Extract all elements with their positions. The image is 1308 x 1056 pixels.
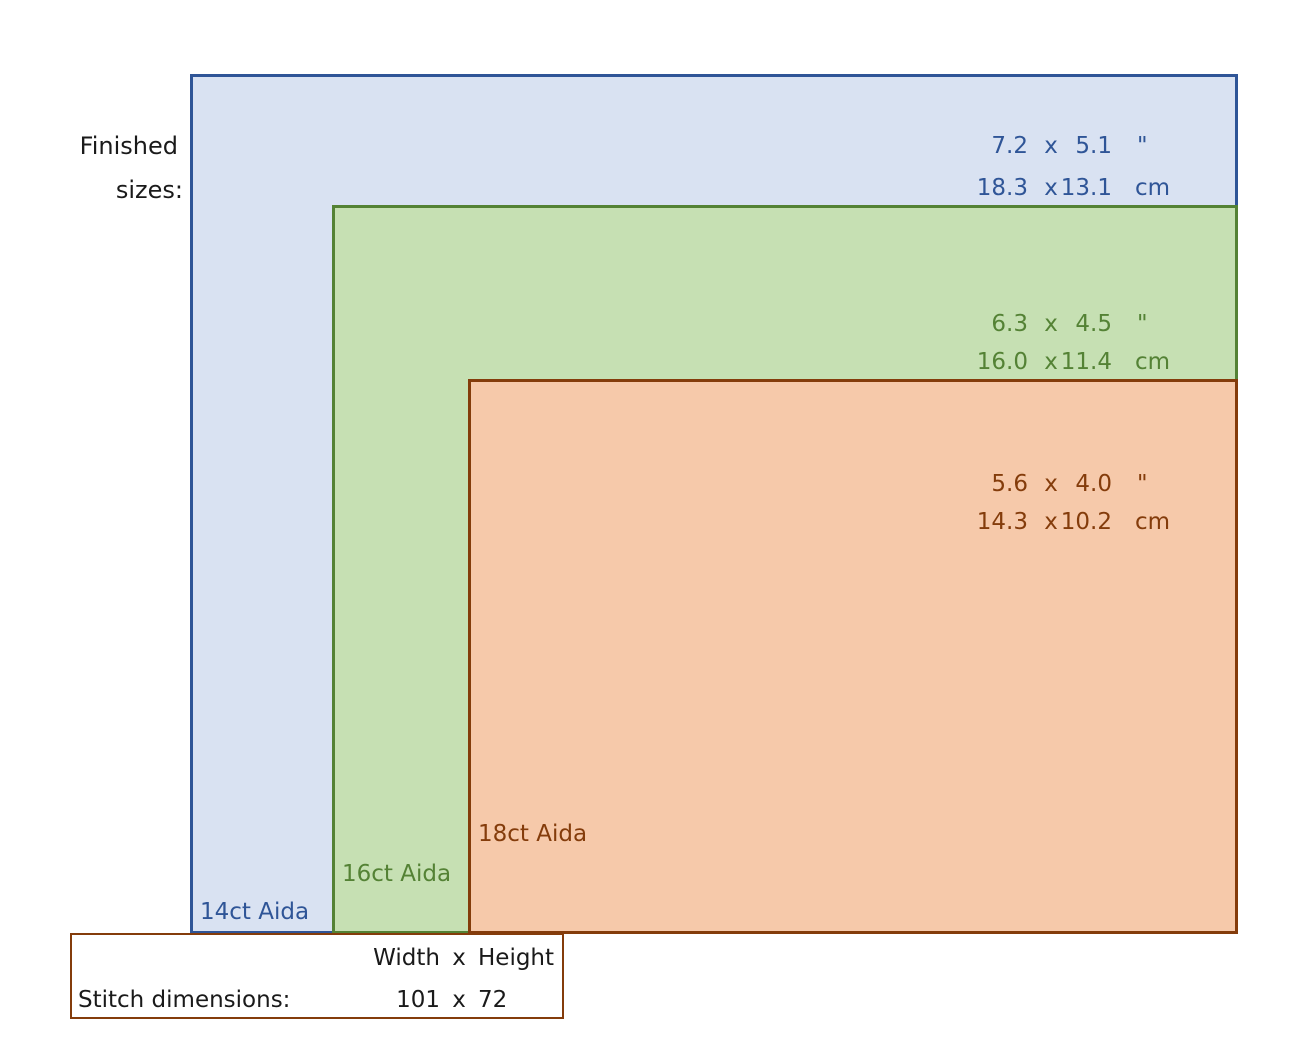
stitch-width-value: 101 <box>396 987 440 1013</box>
stitch-dimensions-box: Width x Height Stitch dimensions: 101 x … <box>70 933 564 1019</box>
stitch-dimensions-label: Stitch dimensions: <box>78 987 291 1013</box>
aida-14ct-label: 14ct Aida <box>200 899 310 925</box>
stitch-header-x: x <box>452 945 466 971</box>
finished-label-line1: Finished <box>79 132 178 160</box>
finished-label-line2: sizes: <box>115 176 183 204</box>
stitch-header-width: Width <box>373 945 440 971</box>
aida-16ct-label: 16ct Aida <box>342 861 452 887</box>
aida-18ct-area <box>468 379 1238 934</box>
stitch-header-height: Height <box>478 945 555 971</box>
aida-18ct-label: 18ct Aida <box>478 821 588 847</box>
stitch-x: x <box>452 987 466 1013</box>
stitch-height-value: 72 <box>478 987 508 1013</box>
